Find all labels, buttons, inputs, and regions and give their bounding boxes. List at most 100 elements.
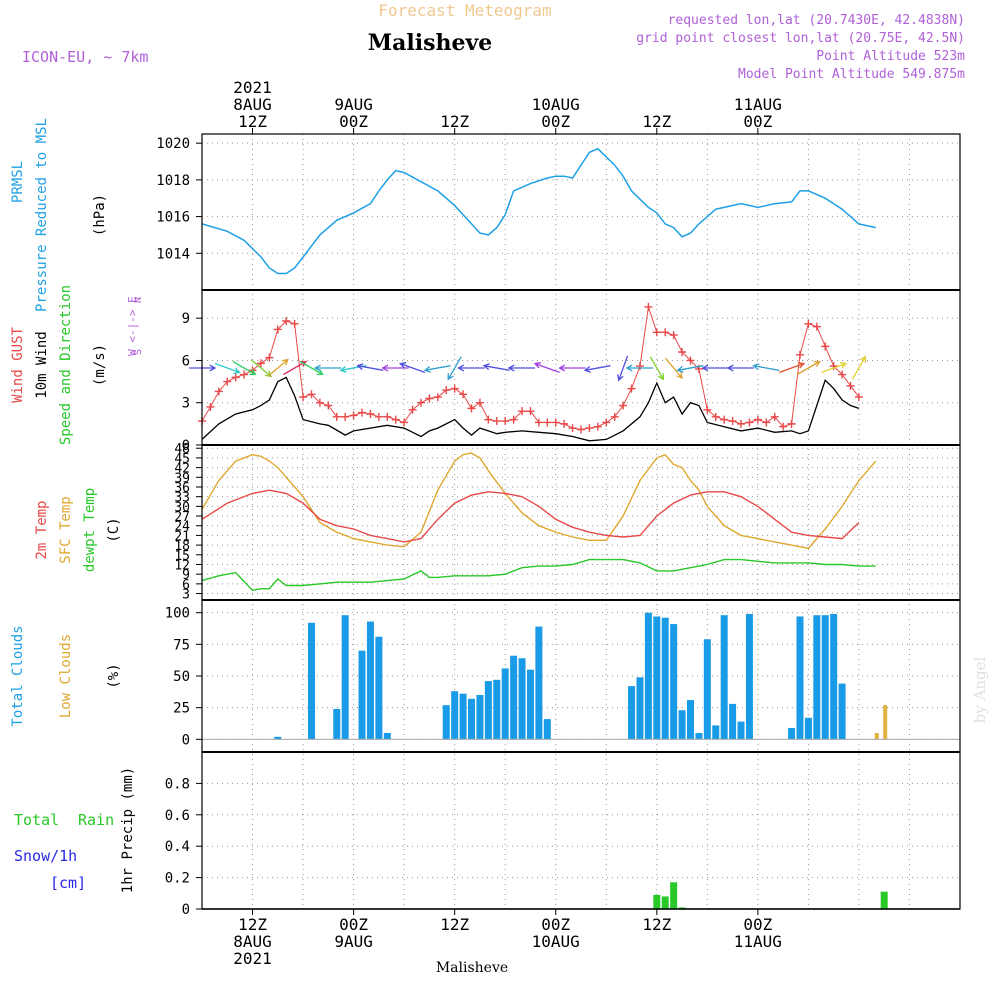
temp-tick-label: 27 <box>174 510 190 525</box>
wind-arrow <box>356 363 384 371</box>
top-time-label: 00Z <box>743 112 772 131</box>
wind-speed-line <box>201 376 860 442</box>
cloud-unit: (%) <box>106 663 122 688</box>
gust-marker <box>560 419 569 428</box>
total-cloud-bar <box>644 612 652 740</box>
total-cloud-bar <box>442 705 450 740</box>
total-cloud-bar <box>493 679 501 740</box>
precip-label-snow: Snow/1h <box>14 847 77 865</box>
bottom-time-label: 12Z <box>642 915 671 934</box>
top-time-label: 12Z <box>440 112 469 131</box>
total-cloud-bar <box>703 639 711 740</box>
temp-tick-label: 21 <box>174 529 190 544</box>
wind-arrow <box>457 364 485 372</box>
wind-arrow <box>752 363 780 371</box>
watermark: by Angel <box>971 656 989 723</box>
wind-arrow <box>821 362 848 374</box>
wind-arrow <box>701 364 729 372</box>
total-cloud-bar <box>636 677 644 740</box>
gust-marker <box>602 418 611 427</box>
clouds-panel-frame <box>201 599 961 753</box>
wind-arrow <box>507 364 535 372</box>
gust-marker <box>804 319 813 328</box>
gust-marker <box>341 412 350 421</box>
location-title: Malisheve <box>368 30 492 56</box>
bottom-time-label: 00Z <box>743 915 772 934</box>
gust-marker <box>526 407 535 416</box>
dewpt-line <box>201 558 876 592</box>
temp-tick-label: 39 <box>174 471 190 486</box>
gust-marker <box>753 415 762 424</box>
gust-marker <box>214 387 223 396</box>
precip-tick-label: 0.2 <box>165 871 190 887</box>
pressure-unit: (hPa) <box>92 194 108 236</box>
gust-marker <box>383 412 392 421</box>
precip-label-total: Total <box>14 811 59 829</box>
wind-arrow <box>232 360 257 376</box>
total-cloud-bar <box>468 698 476 740</box>
model-label: ICON-EU, ~ 7km <box>22 48 148 66</box>
gust-marker <box>442 386 451 395</box>
total-cloud-bar <box>274 736 282 740</box>
temp-unit: (C) <box>106 517 122 542</box>
temp-labels: 2m Temp SFC Temp dewpt Temp (C) <box>34 488 122 572</box>
precip-panel-frame <box>201 751 961 910</box>
gust-marker <box>821 342 830 351</box>
rain-bar <box>670 882 678 909</box>
temp-tick-label: 33 <box>174 491 190 506</box>
wind-arrow <box>423 365 451 373</box>
wind-tick-label: 0 <box>182 438 190 454</box>
gust-marker <box>231 373 240 382</box>
gust-marker <box>299 393 308 402</box>
gust-marker <box>787 419 796 428</box>
t2m-line <box>201 489 860 543</box>
temp-tick-label: 3 <box>182 588 190 603</box>
gust-marker <box>795 350 804 359</box>
gust-marker <box>846 381 855 390</box>
low-cloud-bar <box>874 733 879 740</box>
wind-compass-n: N <box>133 297 144 303</box>
wind-labels: Wind GUST 10m Wind Speed and Direction (… <box>10 285 144 445</box>
gust-marker <box>543 418 552 427</box>
gust-marker <box>240 370 249 379</box>
gust-marker <box>619 401 628 410</box>
temp-label-3: dewpt Temp <box>82 488 98 572</box>
gust-marker <box>358 408 367 417</box>
top-time-label: 00Z <box>541 112 570 131</box>
total-cloud-bar <box>678 710 686 740</box>
gust-marker <box>433 393 442 402</box>
total-cloud-bar <box>670 624 678 740</box>
total-cloud-bar <box>307 622 315 740</box>
total-cloud-bar <box>510 655 518 740</box>
top-time-label: 10AUG <box>532 95 580 114</box>
gust-marker <box>838 370 847 379</box>
gust-marker <box>770 412 779 421</box>
gust-marker <box>509 415 518 424</box>
gust-marker <box>282 317 291 325</box>
gust-marker <box>779 422 788 431</box>
wind-unit: (m/s) <box>92 344 108 386</box>
low-cloud-bar <box>883 705 888 740</box>
frame-layer <box>201 133 961 910</box>
total-cloud-bar <box>501 668 509 740</box>
axis-layer: 1014101610181020036936912151821242730333… <box>156 78 782 968</box>
gridpoint-coords: grid point closest lon,lat (20.75E, 42.5… <box>636 31 965 46</box>
gust-marker <box>265 353 274 362</box>
total-cloud-bar <box>821 615 829 740</box>
total-cloud-bar <box>333 708 341 740</box>
gust-marker <box>467 404 476 413</box>
wind-arrow <box>796 360 821 376</box>
temp-tick-label: 6 <box>182 578 190 593</box>
wind-tick-label: 3 <box>182 396 190 412</box>
temp-panel-frame <box>201 444 961 601</box>
gust-marker <box>391 415 400 424</box>
wind-arrow <box>214 362 241 374</box>
gust-marker <box>720 415 729 424</box>
pressure-label-1: PRMSL <box>10 161 26 203</box>
wind-arrow <box>779 362 806 374</box>
gust-marker <box>366 410 375 418</box>
wind-arrow <box>533 362 560 374</box>
total-cloud-bar <box>813 615 821 740</box>
wind-arrow <box>664 357 683 380</box>
